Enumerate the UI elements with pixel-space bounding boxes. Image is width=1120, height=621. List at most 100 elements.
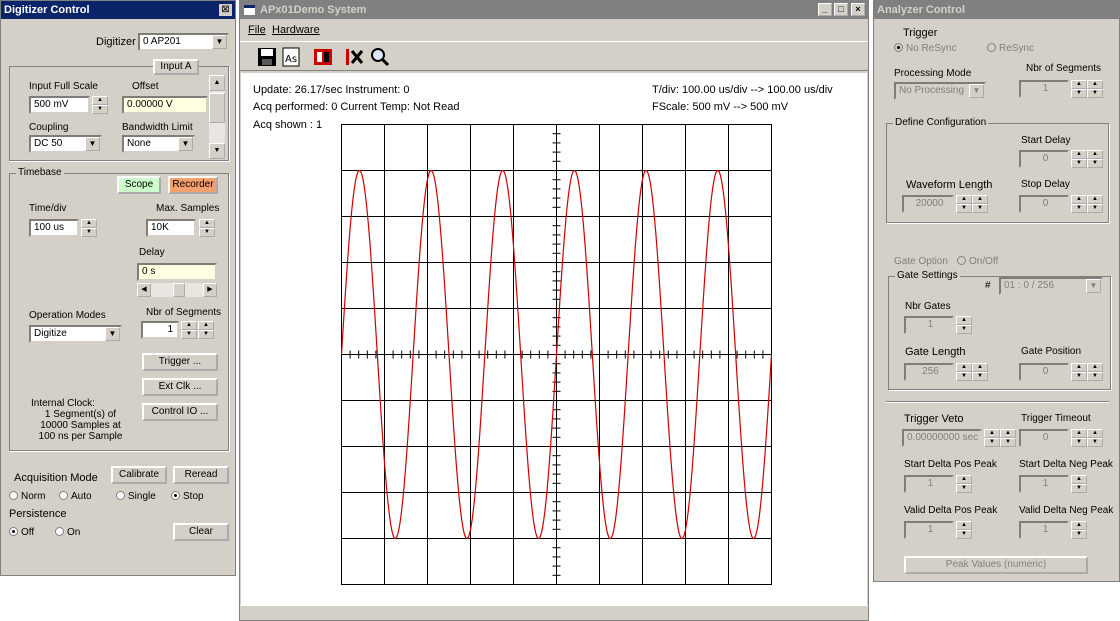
digitizer-titlebar[interactable]: Digitizer Control bbox=[1, 1, 235, 19]
timebase-group: Timebase bbox=[9, 167, 229, 451]
trigger-timeout-field[interactable]: 0 bbox=[1019, 429, 1069, 447]
ext-clk-button[interactable]: Ext Clk ... bbox=[142, 378, 218, 396]
bandwidth-limit-select[interactable]: None ▼ bbox=[122, 135, 195, 153]
recorder-button[interactable]: Recorder bbox=[168, 176, 218, 194]
save-icon[interactable] bbox=[256, 46, 278, 68]
clear-plot-icon[interactable] bbox=[344, 46, 366, 68]
trigger-veto-field[interactable]: 0.00000000 sec bbox=[902, 429, 982, 447]
trigger-veto-spinner-a[interactable]: ▲ ▼ bbox=[984, 429, 1000, 447]
oscilloscope-plot[interactable] bbox=[341, 124, 772, 585]
nbr-gates-spinner[interactable]: ▲ ▼ bbox=[956, 316, 972, 334]
input-full-scale-field[interactable]: 500 mV bbox=[29, 96, 90, 114]
offset-field[interactable]: 0.00000 V bbox=[122, 96, 208, 114]
valid-delta-neg-peak-spinner[interactable]: ▲ ▼ bbox=[1071, 521, 1087, 539]
stop-delay-spinner-a[interactable]: ▲ ▼ bbox=[1071, 195, 1087, 213]
radio-auto[interactable]: Auto bbox=[59, 491, 92, 502]
svg-text:As: As bbox=[285, 54, 297, 65]
close-button[interactable]: × bbox=[851, 3, 865, 16]
max-samples-field[interactable]: 10K bbox=[146, 219, 196, 237]
menu-file[interactable]: File bbox=[248, 24, 266, 36]
nbr-gates-field[interactable]: 1 bbox=[904, 316, 954, 334]
chevron-down-icon: ▼ bbox=[85, 137, 100, 151]
stop-delay-field[interactable]: 0 bbox=[1019, 195, 1069, 213]
trigger-timeout-spinner-a[interactable]: ▲ ▼ bbox=[1071, 429, 1087, 447]
menu-hardware[interactable]: Hardware bbox=[272, 24, 320, 36]
start-delta-pos-peak-spinner[interactable]: ▲ ▼ bbox=[956, 475, 972, 493]
peak-values-button[interactable]: Peak Values (numeric) bbox=[904, 556, 1088, 574]
stop-delay-spinner-b[interactable]: ▲ ▼ bbox=[1087, 195, 1103, 213]
start-delta-neg-peak-field[interactable]: 1 bbox=[1019, 475, 1069, 493]
scroll-down-icon[interactable]: ▼ bbox=[209, 143, 225, 159]
time-div-field[interactable]: 100 us bbox=[29, 219, 79, 237]
reread-button[interactable]: Reread bbox=[173, 466, 229, 484]
coupling-select[interactable]: DC 50 ▼ bbox=[29, 135, 102, 153]
input-a-tab[interactable]: Input A bbox=[153, 59, 199, 75]
waveform-length-spinner-b[interactable]: ▲ ▼ bbox=[972, 195, 988, 213]
scope-button[interactable]: Scope bbox=[117, 176, 161, 194]
digitizer-close-button[interactable]: ⊠ bbox=[219, 4, 232, 16]
processing-mode-select[interactable]: No Processing ▼ bbox=[894, 82, 986, 100]
start-delta-pos-peak-field[interactable]: 1 bbox=[904, 475, 954, 493]
gate-length-spinner-a[interactable]: ▲ ▼ bbox=[956, 363, 972, 381]
nbr-segments-field[interactable]: 1 bbox=[141, 321, 179, 339]
analyzer-nbr-segments-field[interactable]: 1 bbox=[1019, 80, 1069, 98]
scroll-thumb[interactable] bbox=[209, 93, 225, 123]
radio-off[interactable]: Off bbox=[9, 527, 34, 538]
start-delta-neg-peak-spinner[interactable]: ▲ ▼ bbox=[1071, 475, 1087, 493]
radio-stop[interactable]: Stop bbox=[171, 491, 204, 502]
gate-position-spinner-b[interactable]: ▲ ▼ bbox=[1087, 363, 1103, 381]
trigger-veto-spinner-b[interactable]: ▲ ▼ bbox=[1000, 429, 1016, 447]
trigger-timeout-spinner-b[interactable]: ▲ ▼ bbox=[1087, 429, 1103, 447]
analyzer-nbr-segments-spinner-a[interactable]: ▲ ▼ bbox=[1071, 80, 1087, 98]
start-delay-spinner-b[interactable]: ▲ ▼ bbox=[1087, 150, 1103, 168]
chevron-down-icon: ▼ bbox=[1086, 279, 1101, 293]
start-delay-field[interactable]: 0 bbox=[1019, 150, 1069, 168]
delay-scroll-thumb[interactable] bbox=[173, 283, 185, 297]
gate-length-field[interactable]: 256 bbox=[904, 363, 954, 381]
start-delay-spinner-a[interactable]: ▲ ▼ bbox=[1071, 150, 1087, 168]
scroll-left-icon[interactable]: ◀ bbox=[137, 283, 151, 297]
zoom-icon[interactable] bbox=[368, 46, 390, 68]
start-delta-neg-peak-label: Start Delta Neg Peak bbox=[1019, 459, 1113, 470]
delay-scrollbar[interactable]: ◀ ▶ bbox=[137, 283, 217, 297]
radio-on[interactable]: On bbox=[55, 527, 80, 538]
operation-modes-select[interactable]: Digitize ▼ bbox=[29, 325, 122, 343]
gate-position-field[interactable]: 0 bbox=[1019, 363, 1069, 381]
control-io-button[interactable]: Control IO ... bbox=[142, 403, 218, 421]
acquisition-mode-label: Acquisition Mode bbox=[14, 472, 98, 484]
delay-field[interactable]: 0 s bbox=[137, 263, 217, 281]
valid-delta-pos-peak-field[interactable]: 1 bbox=[904, 521, 954, 539]
acq-shown-status: Acq shown : 1 bbox=[253, 119, 323, 131]
gate-number-select[interactable]: 01 : 0 / 256 ▼ bbox=[999, 277, 1103, 295]
demo-titlebar[interactable]: APx01Demo System bbox=[240, 1, 868, 19]
trigger-button[interactable]: Trigger ... bbox=[142, 353, 218, 371]
waveform-length-field[interactable]: 20000 bbox=[902, 195, 954, 213]
valid-delta-pos-peak-spinner[interactable]: ▲ ▼ bbox=[956, 521, 972, 539]
waveform-length-spinner-a[interactable]: ▲ ▼ bbox=[956, 195, 972, 213]
digitizer-select[interactable]: 0 AP201 ▼ bbox=[138, 33, 229, 51]
minimize-button[interactable]: _ bbox=[818, 3, 832, 16]
analyzer-titlebar[interactable]: Analyzer Control bbox=[874, 1, 1119, 19]
analyzer-nbr-segments-spinner-b[interactable]: ▲ ▼ bbox=[1087, 80, 1103, 98]
text-export-icon[interactable]: As bbox=[280, 46, 302, 68]
maximize-button[interactable]: □ bbox=[834, 3, 848, 16]
max-samples-spinner[interactable]: ▲ ▼ bbox=[199, 219, 215, 237]
radio-single[interactable]: Single bbox=[116, 491, 156, 502]
valid-delta-neg-peak-field[interactable]: 1 bbox=[1019, 521, 1069, 539]
scroll-right-icon[interactable]: ▶ bbox=[203, 283, 217, 297]
input-scrollbar[interactable]: ▲ ▼ bbox=[209, 75, 225, 159]
gate-length-spinner-b[interactable]: ▲ ▼ bbox=[972, 363, 988, 381]
input-full-scale-spinner[interactable]: ▲ ▼ bbox=[92, 96, 108, 114]
gate-position-spinner-a[interactable]: ▲ ▼ bbox=[1071, 363, 1087, 381]
time-div-spinner[interactable]: ▲ ▼ bbox=[81, 219, 97, 237]
radio-gate-on-off[interactable]: On/Off bbox=[957, 256, 998, 267]
nbr-segments-spinner-b[interactable]: ▲ ▼ bbox=[198, 321, 214, 339]
radio-no-resync[interactable]: No ReSync bbox=[894, 43, 957, 54]
calibrate-button[interactable]: Calibrate bbox=[111, 466, 167, 484]
scroll-up-icon[interactable]: ▲ bbox=[209, 75, 225, 91]
nbr-segments-spinner-a[interactable]: ▲ ▼ bbox=[181, 321, 197, 339]
clear-button[interactable]: Clear bbox=[173, 523, 229, 541]
radio-resync[interactable]: ReSync bbox=[987, 43, 1034, 54]
radio-norm[interactable]: Norm bbox=[9, 491, 45, 502]
record-icon[interactable] bbox=[312, 46, 334, 68]
